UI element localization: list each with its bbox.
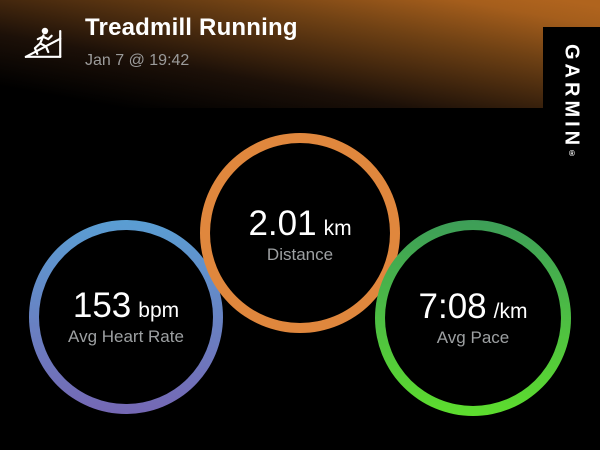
distance-stat: 2.01 km Distance — [200, 135, 400, 335]
garmin-logo: GARMIN® — [560, 44, 583, 199]
distance-ring: 2.01 km Distance — [200, 133, 400, 333]
heart-rate-label: Avg Heart Rate — [68, 326, 184, 346]
pace-value: 7:08 — [418, 286, 487, 326]
registered-mark-icon: ® — [567, 149, 577, 159]
activity-datetime: Jan 7 @ 19:42 — [85, 52, 190, 69]
distance-value: 2.01 — [248, 203, 317, 243]
heart-rate-ring: 153 bpm Avg Heart Rate — [29, 220, 223, 414]
treadmill-running-icon — [23, 25, 65, 60]
heart-rate-value-row: 153 bpm — [73, 288, 179, 323]
distance-value-row: 2.01 km — [248, 206, 351, 241]
pace-ring: 7:08 /km Avg Pace — [375, 220, 571, 416]
heart-rate-value: 153 — [72, 285, 132, 325]
header-gradient — [0, 0, 600, 108]
garmin-logo-text: GARMIN — [560, 44, 583, 150]
heart-rate-stat: 153 bpm Avg Heart Rate — [29, 220, 223, 414]
garmin-logo-bar: GARMIN® — [543, 27, 600, 199]
pace-stat: 7:08 /km Avg Pace — [375, 220, 571, 416]
pace-unit: /km — [493, 299, 528, 323]
distance-label: Distance — [266, 244, 334, 264]
activity-title: Treadmill Running — [85, 14, 298, 41]
distance-unit: km — [323, 216, 352, 240]
pace-label: Avg Pace — [436, 327, 510, 347]
pace-value-row: 7:08 /km — [419, 289, 528, 324]
heart-rate-unit: bpm — [138, 298, 180, 322]
